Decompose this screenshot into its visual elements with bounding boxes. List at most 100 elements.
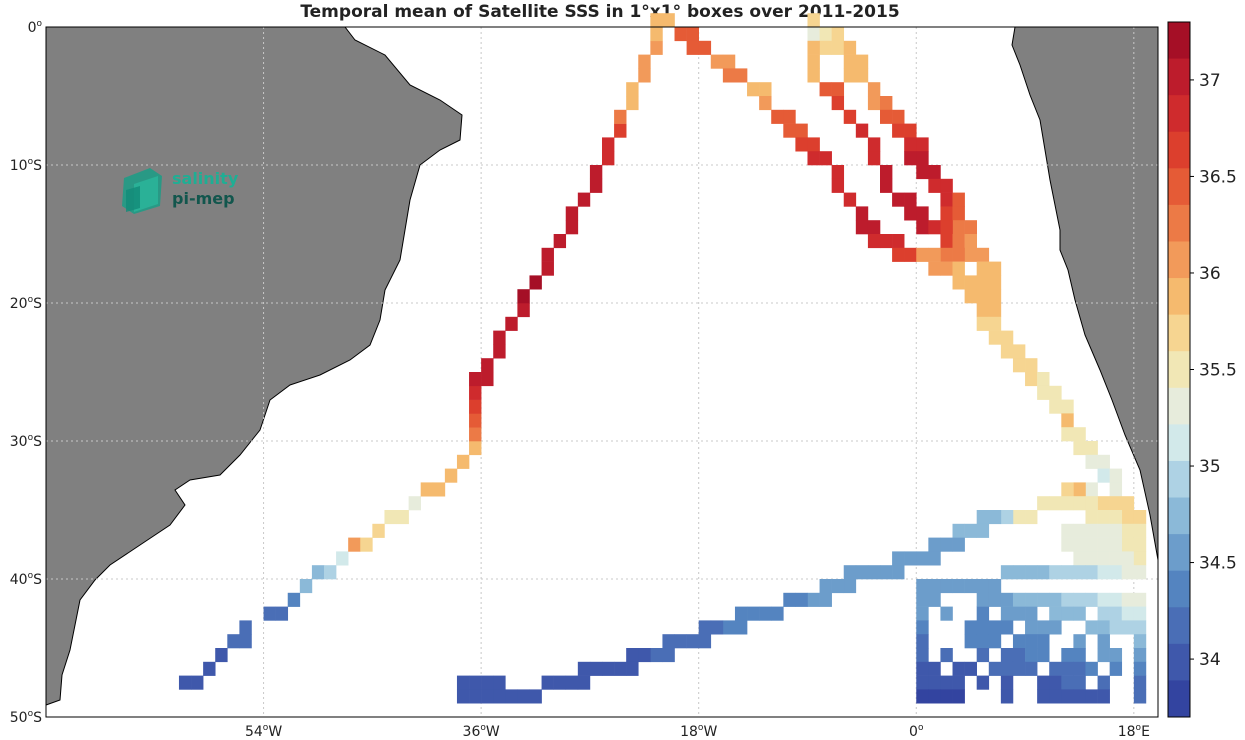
sss-cell — [1049, 675, 1062, 690]
sss-cell — [650, 40, 663, 55]
sss-cell — [964, 220, 977, 235]
logo-text-pimep: pi-mep — [172, 189, 235, 208]
sss-cell — [988, 510, 1002, 525]
colorbar-tick-label: 37 — [1199, 71, 1221, 91]
colorbar-segment — [1168, 204, 1190, 242]
sss-cell — [988, 579, 1002, 594]
sss-cell — [1073, 675, 1086, 690]
colorbar-segment — [1168, 131, 1190, 169]
sss-cell — [916, 165, 929, 180]
sss-cell — [1049, 661, 1062, 676]
sss-cell — [988, 303, 1002, 318]
sss-cell — [1133, 606, 1147, 621]
sss-cell — [976, 606, 990, 621]
colorbar-segment — [1168, 643, 1190, 681]
sss-cell — [1085, 661, 1098, 676]
sss-cell — [843, 109, 857, 124]
sss-cell — [952, 275, 965, 290]
sss-cell — [1061, 689, 1074, 704]
lon-tick-label: 54oW — [245, 723, 282, 740]
sss-cell — [904, 192, 917, 207]
sss-cell — [976, 247, 990, 262]
sss-cell — [1061, 413, 1074, 428]
sss-cell — [565, 675, 579, 690]
logo-cube-icon — [122, 168, 162, 214]
map-title: Temporal mean of Satellite SSS in 1°x1° … — [300, 2, 899, 22]
sss-cell — [771, 606, 784, 621]
sss-cell — [892, 565, 905, 580]
sss-cell — [1049, 399, 1062, 414]
sss-cell — [940, 648, 953, 663]
sss-cell — [324, 565, 337, 580]
sss-cell — [686, 27, 699, 42]
sss-cell — [1061, 399, 1074, 414]
sss-cell — [867, 565, 881, 580]
sss-cell — [1000, 565, 1014, 580]
sss-cell — [892, 109, 905, 124]
sss-cell — [1000, 510, 1014, 525]
sss-cell — [976, 634, 990, 649]
sss-cell — [1085, 510, 1098, 525]
sss-cell — [855, 206, 869, 221]
sss-cell — [1121, 592, 1135, 607]
sss-cell — [444, 468, 458, 483]
sss-cell — [976, 620, 990, 635]
sss-cell — [988, 261, 1002, 276]
sss-cell — [976, 261, 990, 276]
sss-cell — [1025, 565, 1038, 580]
sss-cell — [819, 579, 832, 594]
sss-cell — [952, 247, 965, 262]
sss-cell — [783, 123, 796, 138]
sss-cell — [565, 206, 579, 221]
sss-cell — [1012, 344, 1026, 359]
sss-cell — [263, 606, 276, 621]
sss-cell — [916, 592, 929, 607]
sss-cell — [819, 27, 832, 42]
latitude-labels: 0o 10oS 20oS 30oS 40oS 50oS — [10, 19, 43, 726]
colorbar-segment — [1168, 168, 1190, 206]
colorbar-segment — [1168, 314, 1190, 352]
sss-cell — [1073, 634, 1086, 649]
sss-cell — [1049, 606, 1062, 621]
sss-cell — [1025, 372, 1038, 387]
sss-cell — [602, 661, 615, 676]
sss-cell — [892, 123, 905, 138]
sss-cell — [880, 178, 893, 193]
sss-cell — [1133, 551, 1147, 566]
sss-cell — [275, 606, 289, 621]
colorbar-segment — [1168, 680, 1190, 718]
sss-cell — [650, 27, 663, 42]
lat-tick-label: 20oS — [10, 295, 42, 312]
sss-cell — [1121, 523, 1135, 538]
sss-cell — [1097, 468, 1110, 483]
sss-cell — [722, 54, 736, 69]
sss-cell — [952, 220, 965, 235]
sss-cell — [1000, 689, 1014, 704]
sss-cell — [589, 661, 603, 676]
sss-cell — [1061, 565, 1074, 580]
sss-cell — [952, 523, 965, 538]
sss-cell — [638, 648, 651, 663]
sss-cell — [614, 109, 627, 124]
sss-cell — [807, 13, 820, 28]
lat-tick-label: 30oS — [10, 433, 42, 450]
sss-cell — [1012, 592, 1026, 607]
sss-cell — [771, 109, 784, 124]
sss-cells — [178, 13, 1147, 704]
sss-cell — [952, 206, 965, 221]
sss-cell — [626, 661, 639, 676]
sss-cell — [855, 54, 869, 69]
sss-cell — [1085, 482, 1098, 497]
sss-cell — [481, 358, 494, 373]
sss-cell — [1037, 675, 1050, 690]
sss-cell — [819, 151, 832, 166]
colorbar-segment — [1168, 497, 1190, 535]
sss-cell — [1133, 689, 1147, 704]
sss-cell — [287, 592, 301, 607]
sss-cell — [541, 261, 554, 276]
sss-cell — [469, 427, 482, 442]
sss-cell — [432, 482, 446, 497]
sss-cell — [1073, 661, 1086, 676]
sss-cell — [1061, 482, 1074, 497]
sss-cell — [976, 510, 990, 525]
